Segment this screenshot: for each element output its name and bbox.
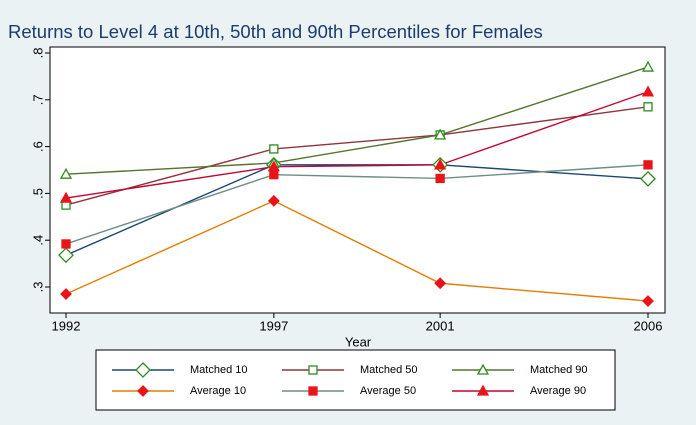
data-point (434, 158, 447, 170)
y-tick-label: .7 (30, 94, 45, 105)
series-line (65, 91, 649, 199)
data-point (61, 239, 71, 249)
x-tick-label: 1997 (259, 318, 288, 333)
y-tick-label: .5 (30, 188, 45, 199)
y-tick-label: .8 (30, 48, 45, 59)
data-point (59, 167, 73, 179)
data-point (267, 160, 280, 172)
data-point (269, 170, 279, 180)
data-point (58, 247, 74, 264)
data-point (60, 288, 72, 300)
x-tick-label: 1992 (52, 318, 81, 333)
series-line (65, 66, 649, 175)
y-tick-label: .4 (30, 235, 45, 246)
legend-label: Matched 90 (530, 364, 587, 376)
data-point (643, 102, 653, 112)
data-point (267, 194, 280, 207)
data-point (643, 160, 653, 170)
legend-label: Matched 50 (360, 364, 417, 376)
data-point (642, 295, 654, 307)
data-point (641, 85, 655, 97)
data-point (269, 144, 279, 154)
chart-title: Returns to Level 4 at 10th, 50th and 90t… (8, 21, 543, 42)
legend-label: Average 10 (190, 385, 246, 397)
x-tick-label: 2006 (634, 318, 663, 333)
data-point (59, 191, 73, 203)
series-line (65, 200, 649, 302)
data-point (434, 277, 447, 290)
x-axis-title: Year (345, 334, 372, 349)
legend-marker (137, 385, 149, 397)
legend-marker (308, 365, 318, 375)
legend-marker (308, 386, 318, 396)
legend-label: Matched 10 (190, 364, 247, 376)
x-tick-label: 2001 (426, 318, 455, 333)
series-line (65, 106, 649, 206)
legend-marker (476, 363, 490, 375)
y-tick-label: .3 (30, 282, 45, 293)
y-tick-label: .6 (30, 141, 45, 152)
legend-label: Average 50 (360, 385, 416, 397)
legend-label: Average 90 (530, 385, 586, 397)
plot-area (49, 46, 666, 314)
data-point (641, 60, 655, 72)
data-point (435, 173, 445, 184)
legend (95, 349, 616, 411)
data-point (434, 128, 447, 140)
series-line (65, 164, 649, 245)
legend-marker (476, 384, 490, 396)
data-point (640, 170, 656, 187)
legend-marker (135, 362, 151, 378)
